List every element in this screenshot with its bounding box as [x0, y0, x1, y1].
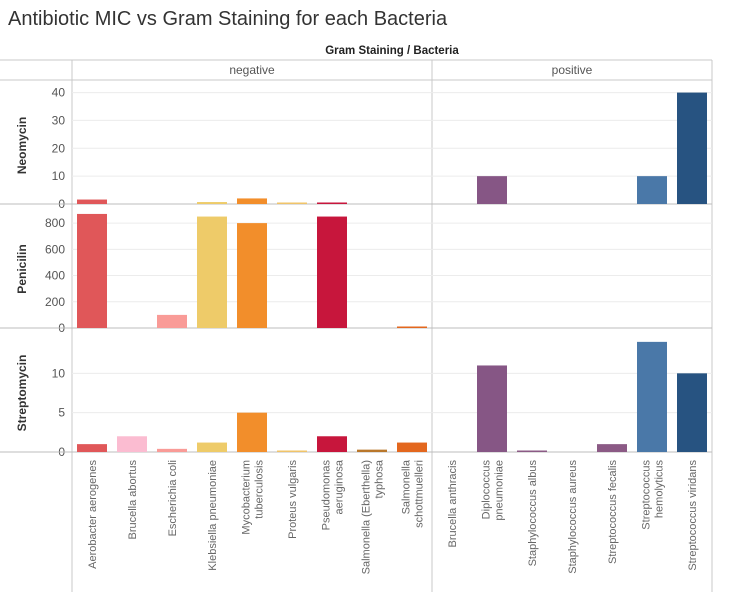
x-tick-label: Streptococcus fecalis — [607, 460, 619, 564]
x-tick-label-line: Salmonella (Eberthella) — [361, 460, 373, 574]
bar-neomycin — [677, 92, 707, 204]
bar-streptomycin — [357, 449, 387, 452]
x-tick-label-line: Mycobacterium — [241, 460, 253, 535]
chart-marks: Aerobacter aerogenes Brucella abortus Esch… — [77, 92, 707, 574]
bar-streptomycin — [117, 436, 147, 452]
x-tick-label-line: Salmonella — [401, 459, 413, 514]
bar-streptomycin — [597, 444, 627, 452]
bar-streptomycin — [237, 412, 267, 452]
y-tick-label-penicilin: 800 — [45, 216, 65, 230]
bar-penicilin — [397, 326, 427, 328]
bar-neomycin — [197, 202, 227, 204]
y-tick-label-streptomycin: 10 — [52, 366, 66, 380]
x-tick-label-line: Aerobacter aerogenes — [87, 460, 99, 569]
bar-streptomycin — [317, 436, 347, 452]
x-tick-label: Brucella anthracis — [447, 460, 459, 548]
y-tick-label-penicilin: 400 — [45, 269, 65, 283]
x-tick-label-line: typhosa — [374, 459, 386, 498]
y-tick-label-neomycin: 30 — [52, 113, 66, 127]
bar-streptomycin — [517, 450, 547, 452]
x-tick-label-line: Streptococcus fecalis — [607, 460, 619, 564]
x-tick-label: Escherichia coli — [167, 460, 179, 536]
bar-streptomycin — [637, 341, 667, 452]
bar-neomycin — [637, 176, 667, 204]
x-tick-label: Salmonellaschottmuelleri — [401, 459, 426, 528]
row-label-neomycin: Neomycin — [15, 117, 29, 174]
chart-frame: negative positive010203040Neomycin0200400… — [0, 59, 713, 592]
bar-streptomycin — [157, 448, 187, 452]
bar-penicilin — [237, 223, 267, 328]
x-tick-label-line: schottmuelleri — [414, 460, 426, 528]
group-header-negative: negative — [229, 63, 275, 77]
x-tick-label: Diplococcuspneumoniae — [481, 460, 506, 521]
x-tick-label: Streptococcus viridans — [687, 460, 699, 571]
x-tick-label-line: Brucella abortus — [127, 460, 139, 540]
bar-neomycin — [477, 176, 507, 204]
x-tick-label-line: Staphylococcus aureus — [567, 460, 579, 574]
x-tick-label: Aerobacter aerogenes — [87, 460, 99, 569]
chart-title: Antibiotic MIC vs Gram Staining for each… — [8, 8, 448, 30]
y-tick-label-penicilin: 200 — [45, 295, 65, 309]
x-tick-label-line: hemolyticus — [654, 460, 666, 519]
bar-streptomycin — [397, 442, 427, 452]
bar-neomycin — [317, 202, 347, 204]
x-tick-label-line: Pseudomonas — [321, 460, 333, 531]
x-tick-label: Klebsiella pneumoniae — [207, 460, 219, 571]
y-tick-label-penicilin: 600 — [45, 242, 65, 256]
x-tick-label-line: pneumoniae — [494, 460, 506, 521]
x-tick-label-line: Diplococcus — [481, 460, 493, 520]
x-tick-label-line: Brucella anthracis — [447, 460, 459, 548]
y-tick-label-neomycin: 40 — [52, 86, 66, 100]
x-tick-label-line: Klebsiella pneumoniae — [207, 460, 219, 571]
y-tick-label-streptomycin: 5 — [58, 406, 65, 420]
x-tick-label: Staphylococcus albus — [527, 460, 539, 567]
x-tick-label: Brucella abortus — [127, 460, 139, 540]
x-tick-label: Staphylococcus aureus — [567, 460, 579, 574]
bar-streptomycin — [77, 444, 107, 452]
x-tick-label-line: Escherichia coli — [167, 460, 179, 536]
bar-streptomycin — [197, 442, 227, 452]
group-header-positive: positive — [552, 63, 593, 77]
x-tick-label-line: Staphylococcus albus — [527, 460, 539, 567]
y-tick-label-neomycin: 20 — [52, 141, 66, 155]
x-tick-label-line: aeruginosa — [334, 459, 346, 514]
bar-streptomycin — [277, 450, 307, 452]
bar-penicilin — [157, 314, 187, 328]
x-tick-label-line: Streptococcus viridans — [687, 460, 699, 571]
x-tick-label: Mycobacteriumtuberculosis — [241, 460, 266, 535]
bar-streptomycin — [477, 365, 507, 452]
column-header: Gram Staining / Bacteria — [325, 45, 459, 57]
bar-penicilin — [77, 213, 107, 328]
x-tick-label: Pseudomonasaeruginosa — [321, 459, 346, 530]
x-tick-label-line: Streptococcus — [641, 460, 653, 530]
row-label-penicilin: Penicilin — [15, 244, 29, 293]
row-label-streptomycin: Streptomycin — [15, 355, 29, 432]
bar-neomycin — [77, 199, 107, 204]
bar-penicilin — [197, 216, 227, 328]
bar-neomycin — [277, 202, 307, 204]
x-tick-label-line: tuberculosis — [254, 460, 266, 519]
x-tick-label-line: Proteus vulgaris — [287, 460, 299, 539]
bar-penicilin — [317, 216, 347, 328]
bar-streptomycin — [677, 373, 707, 452]
x-tick-label: Streptococcushemolyticus — [641, 460, 666, 530]
x-tick-label: Salmonella (Eberthella)typhosa — [361, 459, 386, 574]
y-tick-label-neomycin: 10 — [52, 169, 66, 183]
bar-neomycin — [237, 198, 267, 204]
x-tick-label: Proteus vulgaris — [287, 460, 299, 539]
